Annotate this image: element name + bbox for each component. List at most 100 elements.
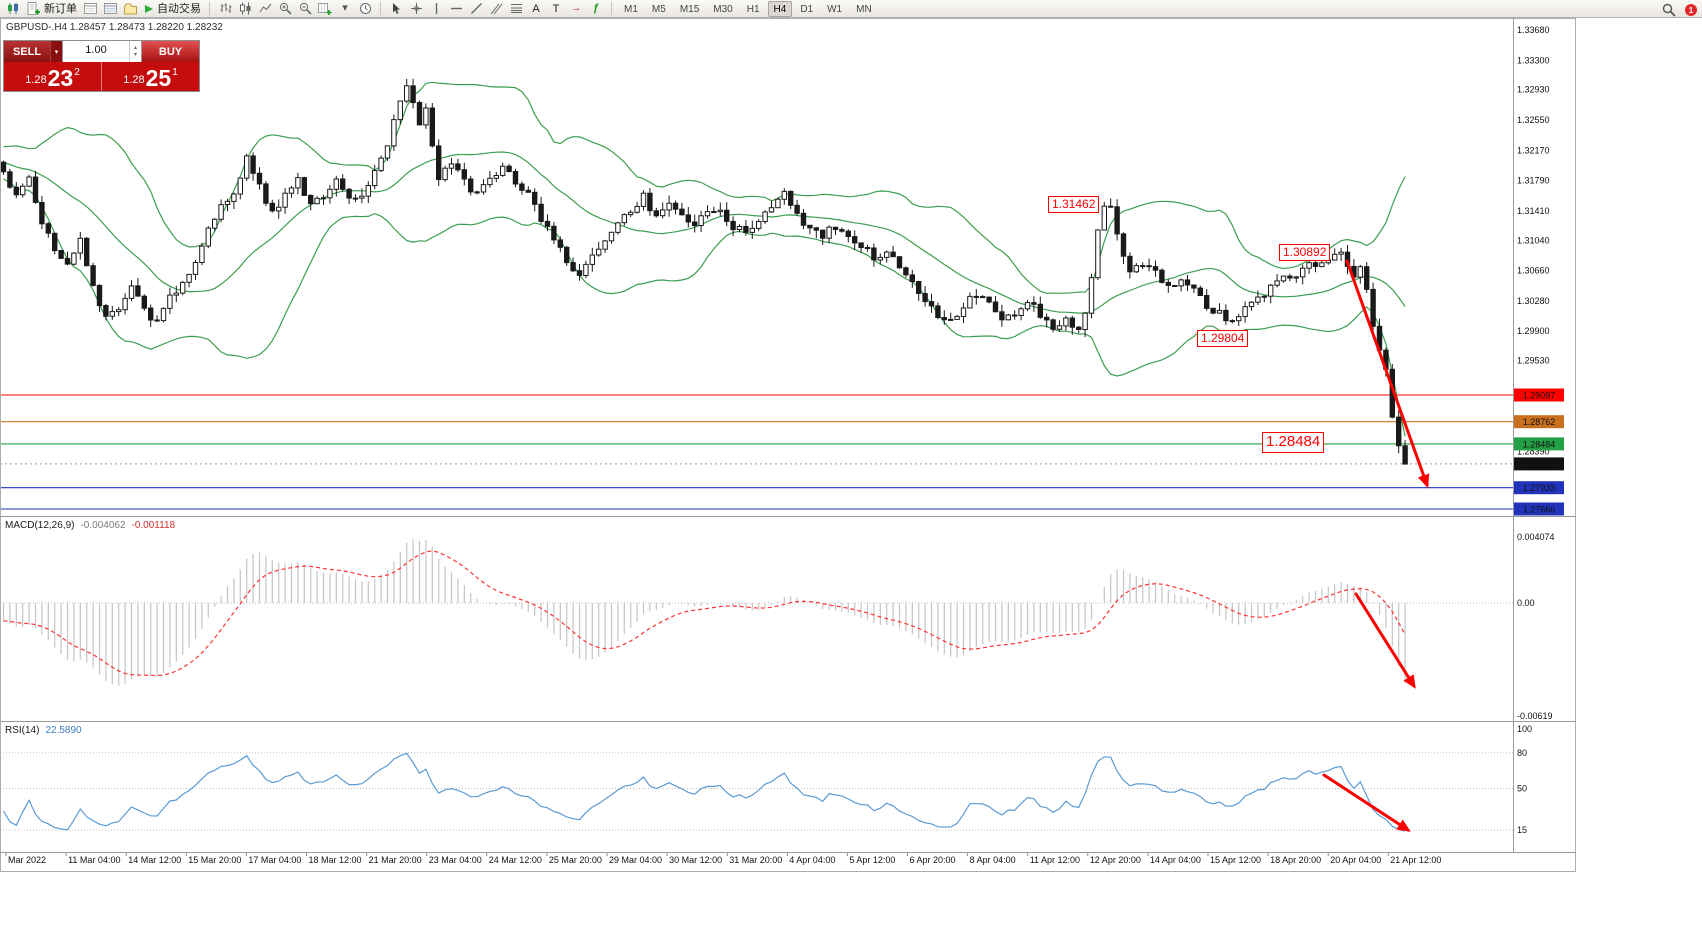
svg-text:1.32930: 1.32930 (1517, 85, 1550, 95)
zoom-out-icon[interactable] (296, 1, 314, 17)
horizontal-line-icon[interactable] (447, 1, 465, 17)
svg-text:1.28762: 1.28762 (1523, 417, 1556, 427)
price-annotation[interactable]: 1.29804 (1197, 330, 1249, 347)
svg-text:1.30280: 1.30280 (1517, 296, 1550, 306)
timeframe-button-d1[interactable]: D1 (800, 3, 814, 15)
search-icon[interactable] (1660, 2, 1678, 18)
market-watch-icon[interactable] (81, 1, 99, 17)
bars-mode-icon[interactable] (216, 1, 234, 17)
macd-name: MACD(12,26,9) (5, 520, 75, 531)
volume-spinner[interactable]: ▴ ▾ (129, 41, 141, 62)
svg-text:6 Apr 20:00: 6 Apr 20:00 (910, 855, 956, 865)
svg-text:4 Apr 04:00: 4 Apr 04:00 (789, 855, 835, 865)
macd-indicator-label: MACD(12,26,9) -0.004062 -0.001118 (5, 520, 175, 531)
indicators-icon[interactable]: ƒ (592, 2, 600, 14)
algo-trading-button[interactable]: 自动交易 (141, 1, 203, 17)
zoom-in-icon[interactable] (276, 1, 294, 17)
horizontal-line-objects[interactable] (0, 394, 1513, 510)
svg-text:1.28390: 1.28390 (1517, 446, 1550, 456)
sell-button[interactable]: SELL (4, 41, 50, 62)
svg-text:1.29530: 1.29530 (1517, 356, 1550, 366)
svg-text:-0.00619: -0.00619 (1517, 711, 1553, 721)
price-axis-tags: 1.29097 1.28762 1.28484 1.28232 1.27933 1.276… (1514, 388, 1564, 516)
svg-text:Mar 2022: Mar 2022 (8, 855, 46, 865)
svg-text:1.33680: 1.33680 (1517, 25, 1550, 35)
svg-text:1.31410: 1.31410 (1517, 206, 1550, 216)
svg-text:30 Mar 12:00: 30 Mar 12:00 (669, 855, 722, 865)
buy-price[interactable]: 1.28 25 1 (102, 62, 199, 91)
line-mode-icon[interactable] (256, 1, 274, 17)
timeframe-button-m1[interactable]: M1 (624, 3, 638, 15)
timeframe-button-h4[interactable]: H4 (767, 0, 793, 17)
rsi-indicator-label: RSI(14) 22.5890 (5, 725, 82, 736)
label-icon[interactable]: T (552, 2, 560, 15)
vertical-line-icon[interactable] (427, 1, 445, 17)
price-annotation[interactable]: 1.30892 (1279, 244, 1331, 261)
main-toolbar: 新订单 自动交易 ▾ A T → ƒ M1 M5 M15 M30 H1 H4 D1 W1 MN 1 (0, 0, 1702, 18)
svg-text:31 Mar 20:00: 31 Mar 20:00 (729, 855, 782, 865)
macd-signal-value: -0.001118 (131, 520, 176, 531)
price-annotation[interactable]: 1.31462 (1048, 196, 1100, 213)
spinner-up-icon[interactable]: ▴ (133, 44, 137, 51)
svg-text:20 Apr 04:00: 20 Apr 04:00 (1330, 855, 1381, 865)
data-window-icon[interactable] (101, 1, 119, 17)
symbol-chart-icon[interactable] (4, 1, 23, 17)
chevron-down-icon: ▾ (54, 48, 59, 56)
order-type-dropdown[interactable]: ▾ (50, 41, 62, 62)
time-axis: Mar 2022 11 Mar 04:00 14 Mar 12:00 15 Mar 2… (5, 852, 1441, 865)
volume-value[interactable]: 1.00 (85, 44, 107, 56)
svg-text:1.27666: 1.27666 (1523, 505, 1556, 515)
new-chart-icon[interactable] (316, 1, 334, 17)
candles-mode-icon[interactable] (236, 1, 254, 17)
cursor-icon[interactable] (387, 1, 405, 17)
arrows-icon[interactable]: → (570, 2, 582, 14)
timeframe-button-m30[interactable]: M30 (713, 3, 733, 15)
bollinger-bands (3, 81, 1406, 437)
svg-text:50: 50 (1517, 784, 1527, 794)
navigator-icon[interactable] (121, 1, 139, 17)
toolbar-separator (611, 2, 612, 15)
svg-text:15 Apr 12:00: 15 Apr 12:00 (1210, 855, 1261, 865)
svg-text:0.00: 0.00 (1517, 598, 1535, 608)
timeframe-button-h1[interactable]: H1 (746, 3, 760, 15)
timeframe-button-m5[interactable]: M5 (651, 3, 666, 15)
sell-price[interactable]: 1.28 23 2 (4, 62, 102, 91)
toolbar-separator (209, 2, 210, 15)
macd-main-value: -0.004062 (80, 520, 126, 531)
crosshair-icon[interactable] (407, 1, 425, 17)
text-icon[interactable]: A (532, 2, 540, 15)
svg-text:21 Mar 20:00: 21 Mar 20:00 (369, 855, 422, 865)
notification-badge[interactable]: 1 (1685, 4, 1697, 16)
buy-price-point: 1 (172, 67, 178, 78)
new-order-button[interactable]: 新订单 (25, 1, 79, 17)
rsi-panel: 100 80 50 15 (0, 724, 1532, 835)
channel-icon[interactable] (487, 1, 505, 17)
sell-price-pips: 23 (47, 65, 74, 91)
volume-field[interactable]: 1.00 ▴ ▾ (62, 41, 142, 62)
fibonacci-icon[interactable] (507, 1, 525, 17)
macd-panel: 0.004074 0.00 -0.00619 (0, 532, 1555, 721)
chart-list-icon[interactable]: ▾ (342, 2, 348, 14)
timeframe-button-w1[interactable]: W1 (827, 3, 843, 15)
trendline-icon[interactable] (467, 1, 485, 17)
rsi-name: RSI(14) (5, 725, 40, 736)
rsi-value: 22.5890 (45, 725, 82, 736)
candlesticks (0, 78, 1408, 465)
svg-text:21 Apr 12:00: 21 Apr 12:00 (1390, 855, 1441, 865)
svg-text:24 Mar 12:00: 24 Mar 12:00 (489, 855, 542, 865)
svg-text:14 Apr 04:00: 14 Apr 04:00 (1150, 855, 1201, 865)
sell-price-prefix: 1.28 (25, 74, 47, 86)
timeframe-button-m15[interactable]: M15 (679, 3, 700, 15)
svg-text:25 Mar 20:00: 25 Mar 20:00 (549, 855, 602, 865)
svg-text:1.29097: 1.29097 (1523, 391, 1556, 401)
toolbar-items: 新订单 自动交易 ▾ A T → ƒ M1 M5 M15 M30 H1 H4 D1 W1 MN (4, 0, 878, 18)
svg-text:15: 15 (1517, 825, 1527, 835)
clock-icon[interactable] (356, 1, 374, 17)
spinner-down-icon[interactable]: ▾ (133, 51, 137, 58)
price-annotation[interactable]: 1.28484 (1262, 432, 1325, 453)
trend-arrow-objects[interactable] (1322, 259, 1430, 832)
buy-button[interactable]: BUY (142, 41, 199, 62)
timeframe-button-mn[interactable]: MN (856, 3, 872, 15)
svg-text:1.28232: 1.28232 (1523, 459, 1556, 469)
